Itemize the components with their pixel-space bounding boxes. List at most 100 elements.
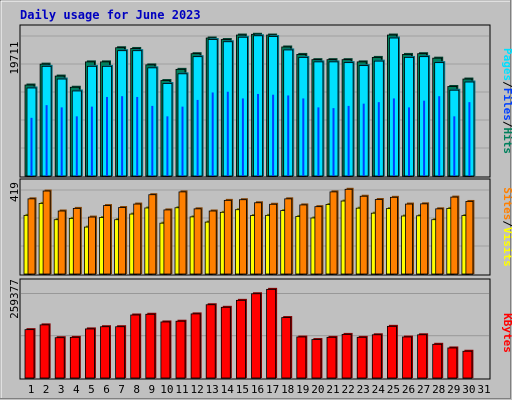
chart-title: Daily usage for June 2023 [20,8,201,22]
bar-files-day-27 [423,100,426,176]
bar-kbytes-day-14 [220,305,232,379]
legend-bottom: KBytes [501,313,512,353]
x-tick-day-2: 2 [43,383,50,396]
bar-files-day-17 [272,94,275,176]
bar-sites-day-1 [27,197,37,275]
bar-kbytes-day-22 [341,332,353,379]
bar-files-day-28 [438,96,441,176]
bar-sites-day-17 [269,202,279,275]
bar-kbytes-day-6 [100,325,111,379]
bar-kbytes-day-21 [326,335,338,379]
legend-bot-text: KBytes [501,313,512,353]
x-tick-day-4: 4 [73,383,80,396]
x-tick-day-30: 30 [462,383,475,396]
bar-kbytes-day-20 [311,338,323,379]
x-tick-day-22: 22 [341,383,354,396]
x-tick-day-27: 27 [417,383,430,396]
bar-sites-day-6 [103,204,112,275]
bar-kbytes-day-30 [462,349,474,379]
bar-files-day-20 [317,107,320,176]
bar-kbytes-day-27 [417,333,429,379]
x-tick-day-25: 25 [387,383,400,396]
bar-sites-day-27 [420,202,430,275]
bar-sites-day-22 [344,187,354,275]
x-tick-day-11: 11 [175,383,188,396]
ymax-label-kbytes: 259377 [8,279,21,319]
x-tick-day-1: 1 [28,383,35,396]
bar-kbytes-day-23 [356,335,368,379]
ymax-label-hits: 19711 [8,41,21,74]
legend-middle: Sites/Visits [501,187,512,267]
bar-files-day-13 [211,92,214,176]
legend-separator: / [501,220,512,227]
x-tick-day-12: 12 [190,383,203,396]
bar-kbytes-day-4 [69,335,81,379]
bar-sites-day-28 [435,207,445,275]
x-tick-day-18: 18 [281,383,294,396]
bar-files-day-8 [136,96,139,176]
bar-sites-day-23 [359,194,369,275]
x-tick-day-16: 16 [251,383,264,396]
bar-kbytes-day-8 [130,313,142,379]
bar-sites-day-21 [329,190,339,275]
bar-files-day-9 [151,105,154,176]
bar-kbytes-day-15 [235,298,247,379]
bar-files-day-19 [302,98,305,176]
bar-sites-day-29 [450,195,460,275]
bar-files-day-30 [468,102,471,176]
bar-files-day-22 [347,105,350,176]
bar-sites-day-14 [223,198,233,275]
bar-files-day-29 [453,116,456,176]
bar-files-day-26 [408,107,410,176]
bar-sites-day-26 [405,202,414,275]
bar-files-day-3 [60,107,63,176]
panel-sites-visits: 419 Sites/Visits [8,178,512,276]
bar-kbytes-day-10 [160,320,172,379]
bar-files-day-14 [226,91,229,176]
bar-kbytes-day-9 [145,312,157,379]
bar-kbytes-day-5 [85,327,96,379]
x-axis-day-labels: 1 2 3 4 5 6 7 8 9 10 11 12 13 14 15 16 17 18 19 20 21 22 23 24 2… [28,383,491,396]
bar-sites-day-18 [284,197,294,275]
bar-files-day-25 [392,98,395,176]
bar-kbytes-day-2 [39,323,51,379]
bar-sites-day-24 [374,198,384,275]
x-tick-day-31: 31 [477,383,490,396]
x-tick-day-6: 6 [103,383,110,396]
bar-files-day-12 [196,99,199,176]
x-tick-day-9: 9 [148,383,155,396]
bar-kbytes-day-17 [266,287,278,379]
bar-kbytes-day-3 [54,336,66,379]
x-tick-day-17: 17 [266,383,279,396]
bar-kbytes-day-7 [115,325,127,379]
x-tick-day-19: 19 [296,383,309,396]
panel-kbytes: 259377 KBytes [8,278,512,380]
legend-kbytes: KBytes [501,313,512,353]
bar-kbytes-day-18 [281,316,293,379]
x-tick-day-23: 23 [357,383,370,396]
x-tick-day-28: 28 [432,383,445,396]
bar-files-day-10 [166,116,169,176]
x-tick-day-10: 10 [160,383,173,396]
x-tick-day-5: 5 [88,383,95,396]
bar-files-day-7 [121,96,124,176]
panel-hits-files-pages: 19711 Pages/Files/Hits [8,24,512,178]
legend-mid-text: Sites/Visits [501,187,512,267]
bar-sites-day-12 [193,207,203,275]
ymax-label-sites: 419 [8,182,21,202]
bar-kbytes-day-26 [402,335,413,379]
bar-files-day-5 [90,106,93,176]
bar-sites-day-11 [178,190,188,275]
bar-sites-day-25 [389,195,399,275]
bar-files-day-4 [75,116,78,176]
bar-sites-day-9 [148,193,158,275]
legend-separator: / [501,81,512,88]
bar-sites-day-8 [133,202,143,275]
legend-files: Files [501,88,512,121]
bar-kbytes-day-25 [386,324,398,379]
x-tick-day-8: 8 [133,383,140,396]
x-tick-day-15: 15 [236,383,249,396]
bar-kbytes-day-19 [296,335,308,379]
bar-files-day-2 [45,105,48,176]
bar-kbytes-day-16 [251,292,262,379]
